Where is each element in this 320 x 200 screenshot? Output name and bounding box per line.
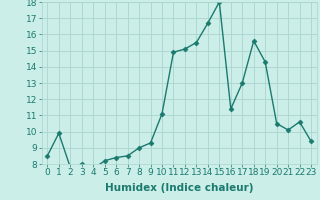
X-axis label: Humidex (Indice chaleur): Humidex (Indice chaleur) [105, 183, 253, 193]
